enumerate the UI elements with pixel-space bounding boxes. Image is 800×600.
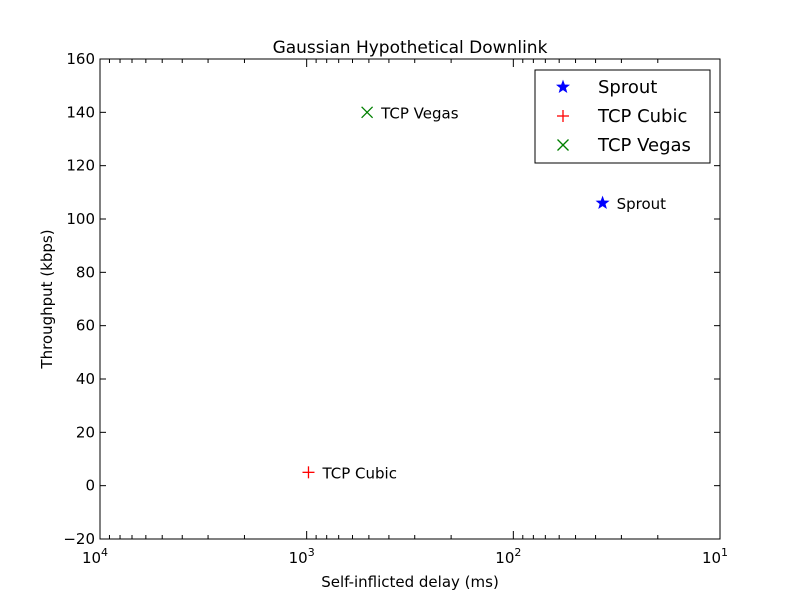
axis-ticks (99, 58, 721, 540)
y-tick-label: 140 (66, 103, 95, 121)
point-annotation: TCP Vegas (380, 104, 459, 122)
legend-entry: TCP Vegas (597, 135, 691, 156)
y-axis-label: Throughput (kbps) (38, 229, 56, 369)
x-tick-label: 101 (702, 546, 728, 567)
legend-marker-plus (557, 110, 569, 122)
x-tick-label: 104 (82, 546, 108, 567)
x-axis-label: Self-inflicted delay (ms) (321, 573, 499, 591)
y-tick-label: 120 (66, 157, 95, 175)
legend-entry: Sprout (598, 77, 657, 98)
y-tick-label: 0 (85, 477, 95, 495)
tick-labels: −20 0 20 40 60 80 100 120 140 160 104 103 102 101 (63, 50, 728, 567)
y-tick-label: 160 (66, 50, 95, 68)
chart-title: Gaussian Hypothetical Downlink (273, 38, 548, 58)
y-tick-label: 80 (76, 263, 95, 281)
legend-marker-star (555, 79, 571, 93)
point-annotation: Sprout (617, 195, 667, 213)
legend-entry: TCP Cubic (597, 106, 687, 127)
data-point-plus (302, 466, 315, 479)
data-points (302, 106, 610, 479)
x-tick-label: 103 (289, 546, 315, 567)
data-point-star (595, 195, 610, 209)
y-tick-label: 60 (76, 317, 95, 335)
y-tick-label: 20 (76, 423, 95, 441)
data-point-x (361, 106, 374, 119)
y-tick-label: 100 (66, 210, 95, 228)
plot-area (99, 58, 721, 540)
y-tick-label: 40 (76, 370, 95, 388)
point-annotation: TCP Cubic (321, 464, 397, 482)
point-annotations: Sprout TCP Cubic TCP Vegas (321, 104, 666, 482)
legend-marker-x (557, 139, 569, 151)
y-tick-label: −20 (63, 530, 95, 548)
legend: Sprout TCP Cubic TCP Vegas (534, 69, 711, 164)
x-tick-label: 102 (495, 546, 521, 567)
